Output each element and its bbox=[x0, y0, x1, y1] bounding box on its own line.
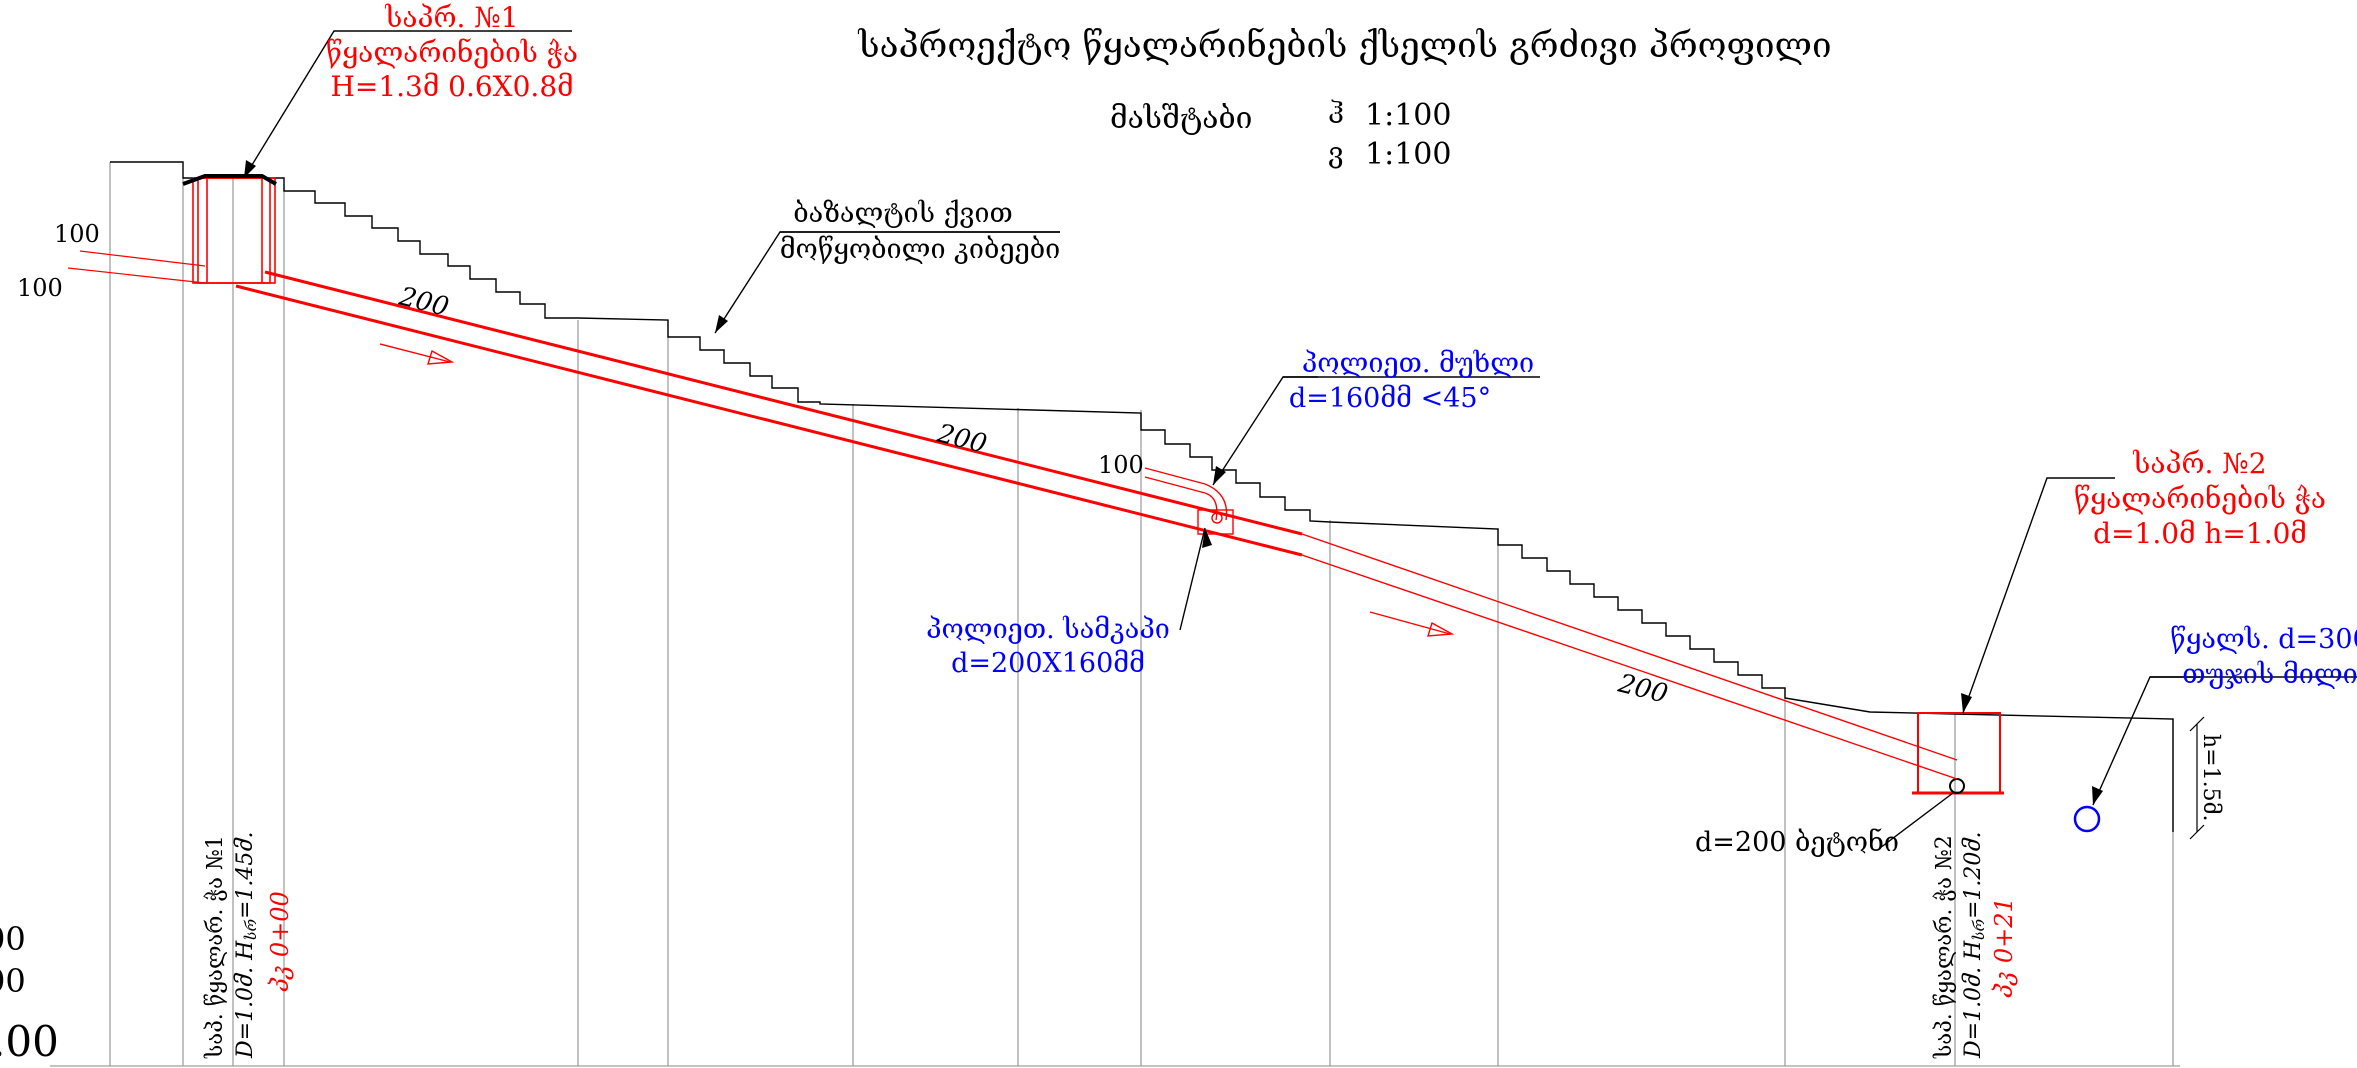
well-1-label-line3: H=1.3მ 0.6X0.8მ bbox=[330, 70, 573, 103]
outlet-pipe-marker bbox=[2073, 805, 2101, 833]
station-1-line2: D=1.0მ. Hსრ=1.45მ. bbox=[233, 832, 260, 1060]
station-2-line2: D=1.0მ. Hსრ=1.20მ. bbox=[1961, 832, 1988, 1060]
well-1-label-line1: საპრ. №1 bbox=[384, 1, 518, 34]
scale-horizontal-mark: ჰ bbox=[1328, 97, 1344, 130]
station-1-line1: საპ. წყალარ. ჭა №1 bbox=[203, 835, 228, 1059]
outlet-label-line1: წყალს. d=300 bbox=[2170, 624, 2357, 655]
tee-label-line2: d=200X160მმ bbox=[951, 648, 1145, 679]
station-2-line2-end: =1.20მ. bbox=[1961, 832, 1986, 920]
left-fragment-a: 00 bbox=[0, 920, 26, 958]
stairs-label-line1: ბაზალტის ქვით bbox=[793, 198, 1013, 229]
left-fragment-b: 00 bbox=[0, 962, 26, 1000]
tee-label-line1: პოლიეთ. სამკაპი bbox=[926, 614, 1170, 645]
ground-profile-line bbox=[110, 161, 2174, 832]
station-2-line2-sub: სრ bbox=[1970, 919, 1988, 941]
elbow-label-line1: პოლიეთ. მუხლი bbox=[1302, 348, 1534, 379]
station-1-line2-end: =1.45მ. bbox=[233, 832, 258, 920]
elbow-label-line2: d=160მმ <45° bbox=[1289, 383, 1491, 414]
leader-arrowheads bbox=[244, 160, 2103, 805]
well-1-shape bbox=[192, 177, 276, 284]
depth-note: h=1.5მ. bbox=[2198, 734, 2223, 821]
well-2-label-line3: d=1.0მ h=1.0მ bbox=[2093, 517, 2307, 550]
station-2-line3: პკ 0+21 bbox=[1990, 897, 2018, 998]
pipe-label-branch: 100 bbox=[1098, 451, 1144, 479]
scale-label: მასშტაბი bbox=[1110, 101, 1252, 136]
flow-arrow-1 bbox=[379, 343, 455, 365]
pipe-label-seg1: 200 bbox=[395, 281, 451, 322]
station-1-line3: პკ 0+00 bbox=[266, 891, 294, 992]
blue-underlines bbox=[1283, 376, 2357, 678]
station-1-line2-sub: სრ bbox=[242, 919, 260, 941]
left-fragment-c: .00 bbox=[0, 1017, 59, 1066]
well-2-shape bbox=[1912, 712, 2004, 795]
station-2-line1: საპ. წყალარ. ჭა №2 bbox=[1932, 835, 1957, 1059]
leader-lines bbox=[243, 30, 2200, 849]
grid-lines bbox=[50, 162, 2180, 1067]
pipe-label-in-lower: 100 bbox=[17, 274, 63, 302]
drawing-title: საპროექტო წყალარინების ქსელის გრძივი პრო… bbox=[857, 26, 1831, 66]
pipe-label-in-upper: 100 bbox=[54, 220, 100, 248]
well-1-label-line2: წყალარინების ჭა bbox=[326, 36, 578, 69]
stairs-label-line2: მოწყობილი კიბეები bbox=[780, 234, 1061, 265]
concrete-pipe-marker bbox=[1949, 778, 1965, 794]
station-1-line2-start: D=1.0მ. H bbox=[233, 940, 258, 1059]
scale-horizontal-value: 1:100 bbox=[1365, 98, 1451, 133]
well-2-label-line1: საპრ. №2 bbox=[2132, 447, 2266, 480]
pipe-label-seg2: 200 bbox=[933, 418, 989, 459]
branch-pipe bbox=[1144, 467, 1234, 535]
station-2-line2-start: D=1.0მ. H bbox=[1961, 940, 1986, 1059]
scale-vertical-mark: ვ bbox=[1328, 136, 1344, 169]
well-1-cover bbox=[182, 174, 277, 186]
outlet-label-line2: თუჯის მილი bbox=[2182, 659, 2357, 690]
main-pipe bbox=[235, 270, 1958, 780]
depth-dimension bbox=[2189, 716, 2205, 840]
scale-vertical-value: 1:100 bbox=[1365, 137, 1451, 172]
concrete-pipe-label: d=200 ბეტონი bbox=[1695, 827, 1899, 858]
inflow-pipes bbox=[67, 250, 206, 284]
well-2-label-line2: წყალარინების ჭა bbox=[2074, 482, 2326, 515]
pipe-label-seg3: 200 bbox=[1614, 668, 1670, 709]
flow-arrow-2 bbox=[1369, 611, 1455, 637]
